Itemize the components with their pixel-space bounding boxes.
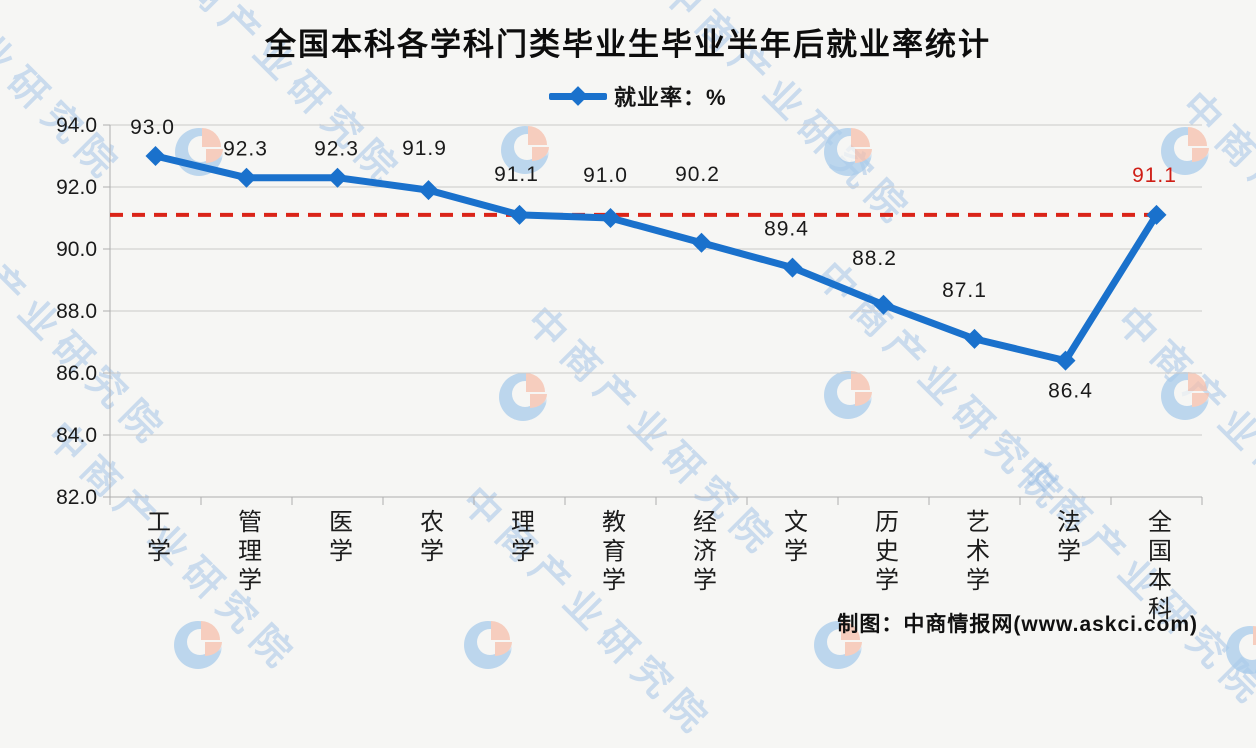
data-label: 91.1 [494,163,539,186]
data-label: 91.0 [583,164,628,187]
data-point-marker [600,208,621,228]
data-point-marker [145,146,166,166]
data-label: 92.3 [223,138,268,161]
data-point-marker [1055,350,1076,371]
legend-line-marker-icon [549,86,607,106]
data-label: 92.3 [314,138,359,161]
data-point-marker [418,180,439,201]
y-tick-label: 82.0 [56,486,97,509]
y-tick-label: 84.0 [56,424,97,447]
legend-diamond-icon [568,86,588,106]
chart-title: 全国本科各学科门类毕业生毕业半年后就业率统计 [265,27,991,62]
legend: 就业率：% [549,80,727,112]
data-label: 91.9 [402,137,447,160]
legend-label: 就业率：% [614,85,727,110]
data-point-marker [782,257,803,278]
y-tick-label: 88.0 [56,300,97,323]
y-tick-label: 92.0 [56,176,97,199]
data-point-marker [964,328,985,349]
data-label: 86.4 [1048,380,1093,403]
y-tick-label: 86.0 [56,362,97,385]
data-label: 87.1 [942,279,987,302]
data-point-marker [1146,204,1167,225]
data-label: 93.0 [130,116,175,139]
y-tick-label: 94.0 [56,114,97,137]
line-chart-plot: 82.0 84.0 86.0 88.0 90.0 92.0 94.0 93.0 92.3 92.3… [56,114,1203,509]
data-label: 90.2 [675,163,720,186]
series-line [152,152,1160,365]
data-point-marker [691,232,712,253]
data-label: 88.2 [852,247,897,270]
data-point-marker [327,167,348,188]
y-tick-label: 90.0 [56,238,97,261]
data-point-marker [509,204,530,225]
data-label: 89.4 [764,218,809,241]
data-point-marker [236,167,257,188]
source-credit: 制图：中商情报网(www.askci.com) [837,613,1198,636]
data-label: 91.1 [1132,164,1177,187]
data-point-marker [873,294,894,315]
